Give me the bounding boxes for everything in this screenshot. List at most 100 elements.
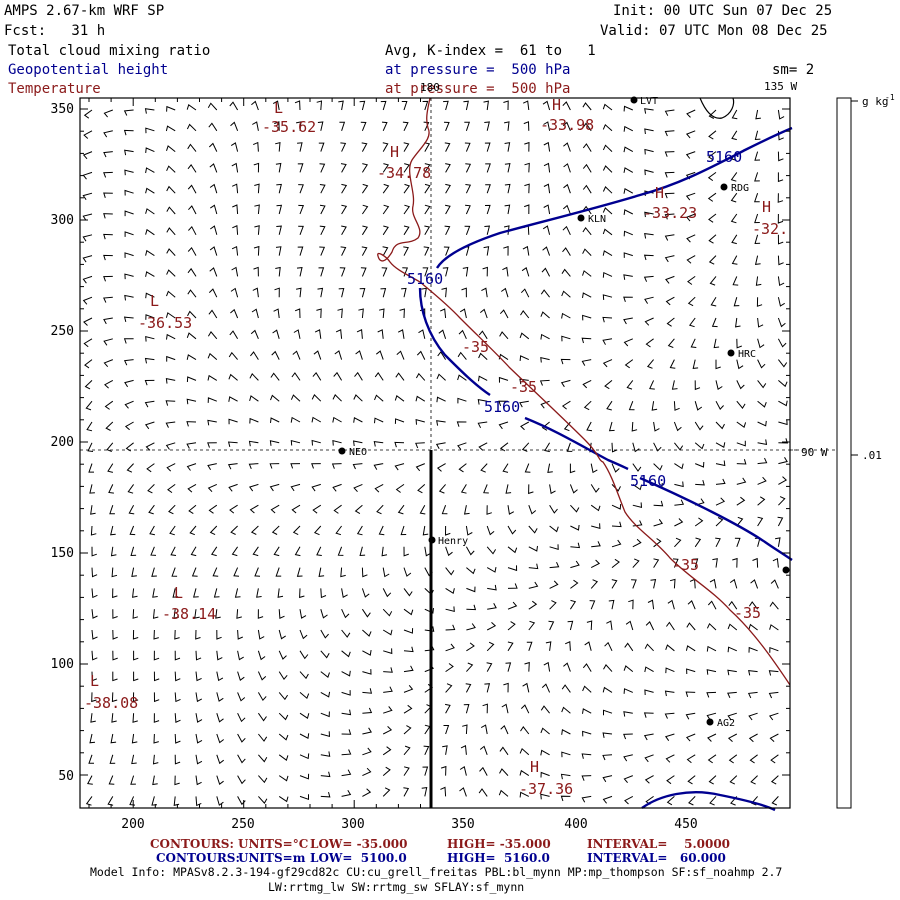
wind-barb	[777, 151, 784, 162]
wind-barb	[522, 682, 530, 693]
wind-barb	[403, 684, 414, 693]
wind-barb	[549, 561, 560, 569]
wind-barb	[465, 204, 471, 215]
wind-barb	[84, 359, 93, 369]
wind-barb	[294, 308, 301, 319]
y-tick-label: 50	[58, 769, 74, 784]
wind-barb	[129, 796, 136, 806]
wind-barb	[382, 766, 391, 776]
wind-barb	[777, 193, 784, 203]
wind-barb	[459, 308, 467, 319]
wind-barb	[644, 148, 654, 155]
wind-barb	[540, 311, 550, 319]
wind-barb	[442, 267, 449, 277]
wind-barb	[127, 484, 135, 494]
wind-barb	[278, 671, 288, 681]
wind-barb	[731, 234, 738, 245]
wind-barb	[275, 567, 282, 577]
wind-barb	[582, 379, 592, 389]
wind-barb	[653, 421, 660, 432]
wind-barb	[418, 329, 426, 339]
wind-barb	[520, 421, 530, 431]
wind-barb	[320, 711, 330, 718]
wind-barb	[421, 787, 428, 797]
wind-barb	[519, 747, 530, 756]
wind-barb	[582, 663, 592, 672]
wind-barb	[664, 171, 675, 178]
wind-barb	[424, 608, 434, 614]
wind-barb	[644, 775, 654, 784]
wind-barb	[644, 233, 654, 239]
wind-barb	[128, 504, 135, 515]
wind-barb	[777, 276, 785, 287]
wind-barb	[104, 379, 114, 389]
wind-barb	[602, 775, 613, 783]
wind-barb	[188, 225, 197, 236]
wind-barb	[543, 183, 551, 194]
wind-barb	[216, 650, 223, 661]
wind-barb	[105, 421, 114, 431]
wind-barb	[258, 733, 268, 742]
wind-barb	[528, 620, 536, 631]
wind-barb	[644, 128, 654, 135]
wind-barb	[519, 378, 529, 385]
wind-barb	[504, 204, 511, 215]
wind-barb	[500, 724, 509, 735]
wind-barb	[381, 546, 388, 557]
wind-barb	[582, 730, 592, 737]
wind-barb	[775, 537, 781, 547]
station-label: AG2	[717, 718, 735, 729]
wind-barb	[257, 629, 265, 640]
wind-barb	[570, 524, 580, 531]
wind-barb	[106, 442, 114, 452]
wind-barb	[688, 317, 696, 328]
wind-barb	[258, 754, 268, 763]
wind-barb	[528, 545, 538, 552]
wind-barb	[608, 599, 615, 610]
wind-barb	[274, 287, 280, 298]
wind-barb	[435, 442, 446, 450]
wind-barb	[769, 601, 779, 610]
wind-barb	[528, 525, 538, 534]
wind-barb	[561, 684, 571, 693]
wind-barb	[85, 796, 93, 806]
wind-barb	[382, 163, 390, 173]
wind-barb	[606, 400, 613, 411]
wind-barb	[400, 525, 407, 536]
wind-barb	[649, 380, 655, 390]
wind-barb	[294, 100, 301, 111]
wind-barb	[123, 338, 134, 344]
wind-barb	[730, 213, 738, 224]
wind-barb	[83, 109, 93, 119]
wind-barb	[457, 397, 467, 404]
wind-barb	[91, 692, 97, 703]
wind-barb	[82, 234, 93, 242]
wind-barb	[227, 441, 238, 448]
wind-barb	[528, 484, 534, 495]
wind-barb	[382, 225, 389, 236]
wind-barb	[643, 275, 654, 282]
wind-barb	[103, 151, 113, 158]
wind-barb	[713, 338, 720, 349]
wind-barb	[777, 338, 787, 348]
wind-barb	[602, 359, 613, 368]
wind-barb	[378, 525, 385, 536]
wind-barb	[277, 588, 284, 598]
wind-barb	[317, 121, 324, 131]
wind-barb	[686, 622, 696, 631]
wind-barb	[403, 665, 414, 673]
wind-barb	[669, 578, 676, 589]
wind-barb	[341, 789, 352, 797]
wind-barb	[666, 796, 675, 806]
wind-barb	[581, 753, 592, 759]
wind-barb	[498, 376, 509, 383]
wind-barb	[165, 421, 176, 428]
wind-barb	[124, 400, 134, 409]
wind-barb	[341, 650, 351, 658]
wind-barb	[216, 796, 224, 806]
wind-barb	[569, 463, 576, 474]
wind-barb	[228, 373, 238, 381]
wind-barb	[341, 629, 351, 638]
wind-barb	[362, 650, 372, 656]
wind-barb	[711, 317, 718, 328]
